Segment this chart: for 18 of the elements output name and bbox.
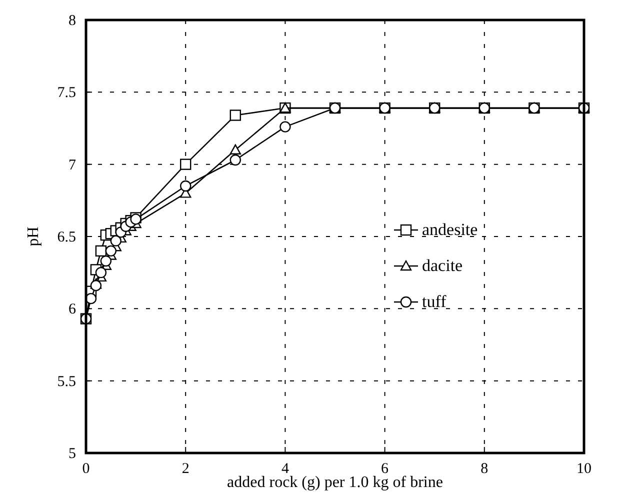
y-tick-label: 5 xyxy=(68,446,76,462)
x-tick-label: 6 xyxy=(381,461,390,477)
x-tick-label: 10 xyxy=(576,461,592,477)
legend-label: andesite xyxy=(422,220,478,239)
legend-label: dacite xyxy=(422,256,463,275)
y-tick-label: 7.5 xyxy=(57,85,76,102)
x-tick-label: 0 xyxy=(82,461,90,477)
y-tick-label: 8 xyxy=(68,13,76,29)
y-tick-label: 7 xyxy=(68,157,76,174)
y-tick-label: 5.5 xyxy=(57,374,76,390)
x-tick-label: 8 xyxy=(480,461,488,477)
y-axis-title: pH xyxy=(25,226,42,246)
y-tick-label: 6.5 xyxy=(57,230,76,246)
y-tick-label: 6 xyxy=(68,302,76,318)
legend-label: tuff xyxy=(422,292,447,311)
x-tick-label: 2 xyxy=(182,461,190,477)
x-tick-label: 4 xyxy=(281,461,290,477)
x-axis-title: added rock (g) per 1.0 kg of brine xyxy=(227,474,443,491)
